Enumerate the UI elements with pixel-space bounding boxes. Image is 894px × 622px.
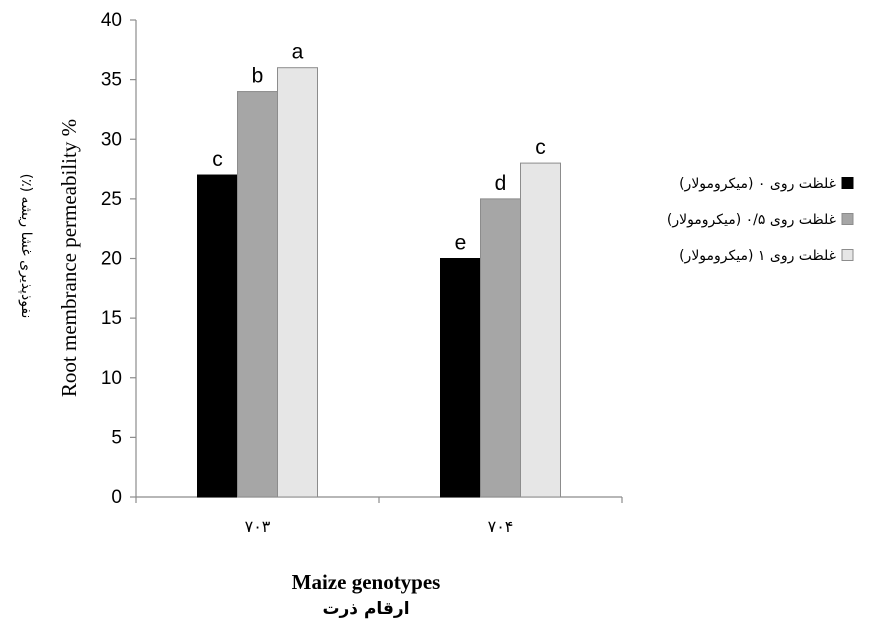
y-tick-label: 40: [101, 10, 122, 31]
bar: [480, 198, 521, 498]
significance-letters: c b a e d c: [212, 41, 546, 255]
legend-label: غلظت روی ۰ (میکرومولار): [679, 176, 836, 192]
bar: [440, 258, 481, 498]
y-tick-label: 30: [101, 129, 122, 150]
legend-label: غلظت روی ۱ (میکرومولار): [679, 248, 836, 264]
legend: غلظت روی ۰ (میکرومولار) غلظت روی ۰/۵ (میک…: [667, 176, 854, 264]
bar: [520, 162, 561, 498]
x-tick-label: ۷۰۴: [488, 517, 514, 536]
x-axis-label: Maize genotypes: [292, 570, 441, 594]
significance-letter: b: [252, 65, 264, 88]
legend-swatch: [841, 213, 854, 225]
y-axis-label-persian: نفوذپذیری غشا ریشه (٪): [18, 174, 34, 319]
y-axis-label: Root membrance permeability %: [57, 119, 81, 397]
legend-swatch: [841, 249, 854, 261]
x-category-labels: ۷۰۳ ۷۰۴: [245, 517, 514, 536]
y-tick-label: 35: [101, 70, 122, 91]
y-tick-label: 25: [101, 189, 122, 210]
y-tick-label: 0: [111, 487, 122, 508]
y-tick-label: 10: [101, 368, 122, 389]
bars: [197, 67, 561, 498]
significance-letter: e: [455, 232, 467, 255]
x-tick-label: ۷۰۳: [245, 517, 271, 536]
significance-letter: c: [535, 136, 546, 159]
legend-label: غلظت روی ۰/۵ (میکرومولار): [667, 212, 836, 228]
x-axis-label-persian: ارقام ذرت: [322, 599, 409, 619]
significance-letter: a: [292, 41, 304, 64]
y-tick-label: 20: [101, 249, 122, 270]
bar: [277, 67, 318, 498]
y-ticks: 0 5 10 15 20 25 30 35 40: [101, 10, 136, 508]
bar: [237, 91, 278, 498]
y-tick-label: 5: [111, 427, 122, 448]
legend-swatch: [841, 177, 854, 189]
significance-letter: d: [495, 172, 507, 195]
significance-letter: c: [212, 148, 223, 171]
y-tick-label: 15: [101, 308, 122, 329]
bar: [197, 174, 238, 498]
